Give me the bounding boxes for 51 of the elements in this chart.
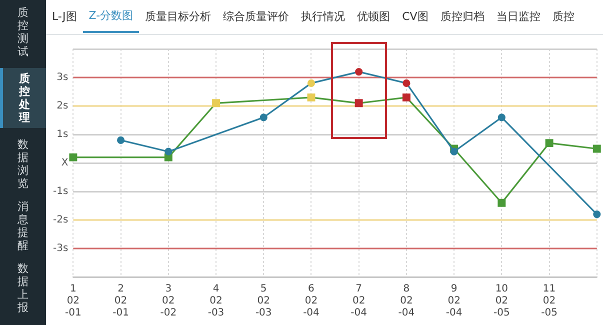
- point: [69, 153, 78, 162]
- text: 质控测试: [16, 6, 30, 58]
- x-tick-label: 11 02 -05: [541, 284, 558, 319]
- point: [260, 114, 268, 122]
- text: 质量目标分析: [144, 9, 212, 25]
- x-tick-label: 2 02 -01: [112, 284, 129, 319]
- y-tick-label: X: [61, 158, 68, 169]
- point: [593, 210, 601, 218]
- y-tick-label: 3s: [56, 72, 68, 84]
- x-tick-label: 9 02 -04: [446, 284, 462, 319]
- point: [307, 79, 316, 87]
- point: [164, 148, 172, 156]
- text: 当日监控: [495, 9, 542, 25]
- text: 执行情况: [300, 9, 346, 25]
- y-tick-label: -2s: [52, 214, 68, 226]
- x-tick-label: 10 02 -05: [494, 284, 510, 319]
- y-tick-label: 2s: [56, 100, 68, 112]
- x-tick-label: 5 02 -03: [255, 284, 272, 319]
- point: [354, 99, 363, 108]
- point: [164, 153, 172, 162]
- y-tick-label: -1s: [52, 186, 68, 198]
- text: 质控: [551, 9, 576, 25]
- point: [116, 136, 125, 144]
- x-tick-label: 6 02 -04: [303, 284, 320, 319]
- text: 数据上报: [16, 262, 30, 314]
- text: 质控归档: [439, 9, 486, 25]
- y-tick-label: 1s: [56, 129, 68, 140]
- point: [212, 99, 220, 108]
- text: 优顿图: [356, 9, 392, 25]
- y-tick-label: -3s: [52, 243, 68, 254]
- x-tick-label: 7 02 -04: [350, 284, 368, 319]
- x-tick-label: 8 02 -04: [398, 284, 415, 319]
- text: 数据浏览: [16, 138, 30, 190]
- text: CV图: [401, 9, 430, 25]
- x-tick-label: 4 02 -03: [208, 284, 224, 319]
- x-tick-label: 1 02 -01: [65, 284, 82, 319]
- text: Z-分数图: [82, 1, 140, 33]
- point: [307, 93, 316, 102]
- point: [402, 79, 410, 87]
- point: [498, 114, 506, 122]
- point: [402, 93, 410, 102]
- x-tick-label: 3 02 -02: [160, 284, 177, 319]
- point: [545, 139, 554, 148]
- point: [592, 144, 601, 153]
- text: 消息提醒: [16, 200, 30, 252]
- text: 质控处理: [0, 68, 46, 128]
- point: [498, 198, 506, 207]
- point: [355, 68, 363, 76]
- text: L-J图: [51, 9, 78, 25]
- point: [450, 148, 458, 156]
- text: 综合质量评价: [222, 9, 290, 25]
